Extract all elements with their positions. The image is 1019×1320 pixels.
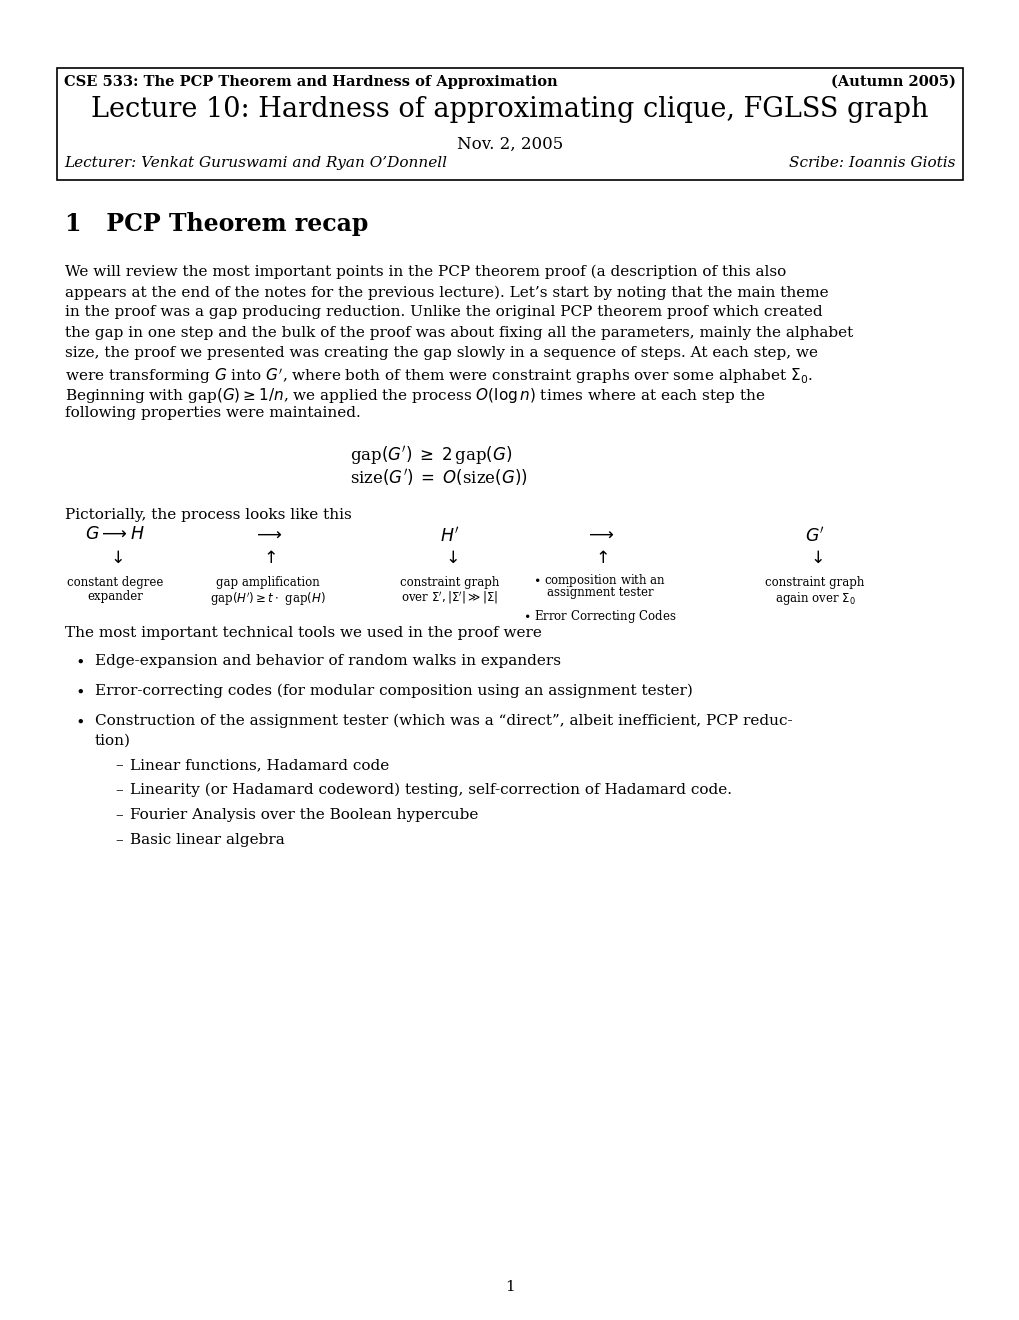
Text: $\bullet$: $\bullet$ [75, 684, 84, 698]
Text: –: – [115, 808, 122, 822]
Text: $\downarrow$: $\downarrow$ [806, 550, 822, 568]
Text: $G \longrightarrow H$: $G \longrightarrow H$ [85, 525, 145, 543]
Text: gap amplification: gap amplification [216, 576, 320, 589]
Text: constraint graph: constraint graph [399, 576, 499, 589]
Text: Pictorially, the process looks like this: Pictorially, the process looks like this [65, 508, 352, 521]
Text: –: – [115, 783, 122, 797]
Text: $\downarrow$: $\downarrow$ [107, 550, 123, 568]
Text: $\bullet$: $\bullet$ [75, 714, 84, 729]
Text: Lecture 10: Hardness of approximating clique, FGLSS graph: Lecture 10: Hardness of approximating cl… [91, 96, 928, 123]
Text: in the proof was a gap producing reduction. Unlike the original PCP theorem proo: in the proof was a gap producing reducti… [65, 305, 821, 319]
Text: –: – [115, 833, 122, 847]
Text: We will review the most important points in the PCP theorem proof (a description: We will review the most important points… [65, 265, 786, 280]
Text: CSE 533: The PCP Theorem and Hardness of Approximation: CSE 533: The PCP Theorem and Hardness of… [64, 75, 557, 88]
Text: gap$(G') \;\geq\; 2\,$gap$(G)$: gap$(G') \;\geq\; 2\,$gap$(G)$ [350, 444, 512, 467]
Text: gap$(H') \geq t \cdot$ gap$(H)$: gap$(H') \geq t \cdot$ gap$(H)$ [210, 590, 325, 607]
Text: $\uparrow$: $\uparrow$ [260, 550, 276, 568]
Text: Error-correcting codes (for modular composition using an assignment tester): Error-correcting codes (for modular comp… [95, 684, 692, 698]
Text: $\uparrow$: $\uparrow$ [591, 550, 607, 568]
Text: $\bullet$: $\bullet$ [75, 653, 84, 668]
Text: 1: 1 [504, 1280, 515, 1294]
Text: $\longrightarrow$: $\longrightarrow$ [585, 525, 614, 543]
Text: Scribe: Ioannis Giotis: Scribe: Ioannis Giotis [789, 156, 955, 170]
Text: Nov. 2, 2005: Nov. 2, 2005 [457, 136, 562, 153]
Text: assignment tester: assignment tester [546, 586, 653, 599]
Bar [57, 69, 962, 180]
Text: Linear functions, Hadamard code: Linear functions, Hadamard code [129, 758, 389, 772]
Text: $\longrightarrow$: $\longrightarrow$ [253, 525, 282, 543]
Text: Construction of the assignment tester (which was a “direct”, albeit inefficient,: Construction of the assignment tester (w… [95, 714, 792, 729]
Text: 1   PCP Theorem recap: 1 PCP Theorem recap [65, 213, 368, 236]
Text: following properties were maintained.: following properties were maintained. [65, 407, 361, 420]
Text: $G'$: $G'$ [804, 525, 824, 545]
Text: Basic linear algebra: Basic linear algebra [129, 833, 284, 847]
Text: constant degree: constant degree [67, 576, 163, 589]
Text: $H'$: $H'$ [440, 525, 460, 545]
Text: tion): tion) [95, 734, 130, 748]
Text: (Autumn 2005): (Autumn 2005) [830, 75, 955, 88]
Text: Beginning with gap$(G) \geq 1/n$, we applied the process $O(\log n)$ times where: Beginning with gap$(G) \geq 1/n$, we app… [65, 387, 764, 405]
Text: The most important technical tools we used in the proof were: The most important technical tools we us… [65, 626, 541, 640]
Text: again over $\Sigma_0$: again over $\Sigma_0$ [773, 590, 855, 607]
Text: size, the proof we presented was creating the gap slowly in a sequence of steps.: size, the proof we presented was creatin… [65, 346, 817, 360]
Text: size$(G') \;=\; O($size$(G))$: size$(G') \;=\; O($size$(G))$ [350, 467, 527, 488]
Text: over $\Sigma', |\Sigma'| \gg |\Sigma|$: over $\Sigma', |\Sigma'| \gg |\Sigma|$ [401, 590, 498, 606]
Text: expander: expander [87, 590, 143, 603]
Text: Linearity (or Hadamard codeword) testing, self-correction of Hadamard code.: Linearity (or Hadamard codeword) testing… [129, 783, 732, 797]
Text: $\downarrow$: $\downarrow$ [441, 550, 458, 568]
Text: appears at the end of the notes for the previous lecture). Let’s start by noting: appears at the end of the notes for the … [65, 285, 827, 300]
Text: Fourier Analysis over the Boolean hypercube: Fourier Analysis over the Boolean hyperc… [129, 808, 478, 822]
Text: Lecturer: Venkat Guruswami and Ryan O’Donnell: Lecturer: Venkat Guruswami and Ryan O’Do… [64, 156, 446, 170]
Text: –: – [115, 758, 122, 772]
Text: $\bullet$ composition with an: $\bullet$ composition with an [533, 572, 666, 589]
Text: were transforming $G$ into $G'$, where both of them were constraint graphs over : were transforming $G$ into $G'$, where b… [65, 366, 812, 385]
Text: $\bullet$ Error Correcting Codes: $\bullet$ Error Correcting Codes [523, 609, 676, 624]
Text: the gap in one step and the bulk of the proof was about fixing all the parameter: the gap in one step and the bulk of the … [65, 326, 853, 339]
Text: constraint graph: constraint graph [764, 576, 864, 589]
Text: Edge-expansion and behavior of random walks in expanders: Edge-expansion and behavior of random wa… [95, 653, 560, 668]
